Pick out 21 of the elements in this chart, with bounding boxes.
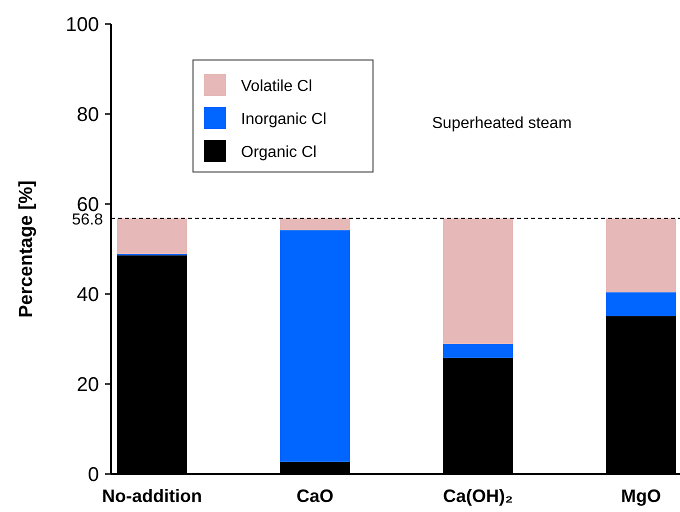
y-tick-label: 100 [66,14,99,36]
y-tick-label: 40 [76,284,99,306]
bar [606,218,676,292]
legend-label: Organic Cl [241,144,317,161]
x-tick-label: Ca(OH)₂ [443,486,513,506]
x-tick-label: No-addition [102,486,202,506]
bar [117,218,187,254]
y-tick-label: 80 [76,104,99,126]
bar [280,218,350,230]
y-axis-title: Percentage [%] [16,180,37,318]
legend-label: Volatile Cl [241,78,312,95]
bar [443,344,513,358]
annotation: Superheated steam [432,115,572,132]
bar [443,218,513,344]
y-tick-label: 20 [76,374,99,396]
bar [280,230,350,462]
x-tick-label: CaO [296,486,334,506]
bar [606,292,676,316]
legend-label: Inorganic Cl [241,111,326,128]
x-tick-label: MgO [621,486,661,506]
y-tick-label: 0 [88,464,99,486]
